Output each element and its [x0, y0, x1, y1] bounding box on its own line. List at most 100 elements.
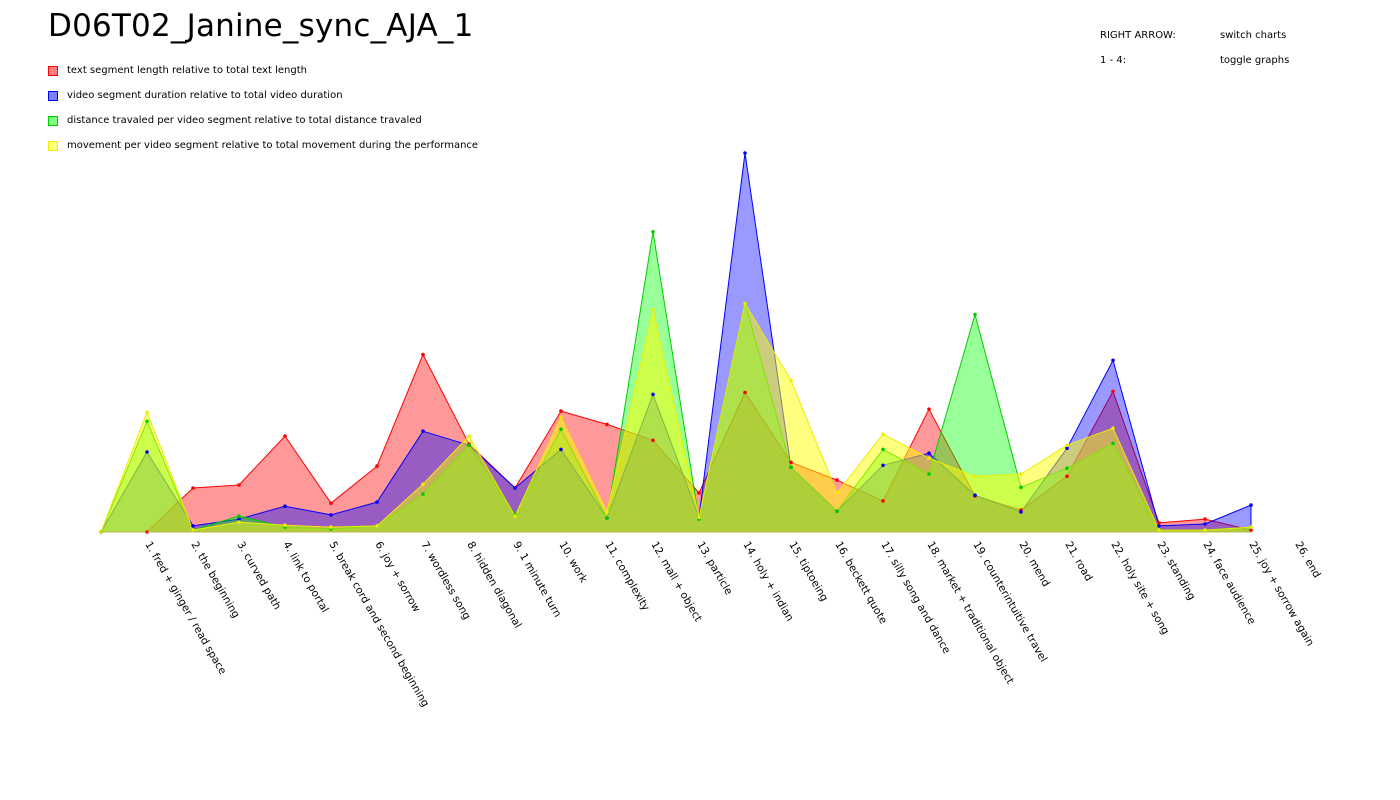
data-point	[1157, 528, 1161, 532]
data-point	[651, 307, 655, 312]
x-tick-label: 2. the beginning	[188, 540, 241, 621]
data-point	[605, 422, 609, 427]
x-tick-label: 23. standing	[1154, 540, 1197, 603]
x-tick-label: 24. face audience	[1200, 540, 1257, 627]
data-point	[789, 378, 793, 383]
data-point	[789, 465, 793, 470]
legend-label: text segment length relative to total te…	[67, 65, 307, 76]
data-point	[1111, 441, 1115, 446]
data-point	[329, 525, 333, 529]
data-point	[1157, 524, 1161, 528]
data-point	[697, 515, 701, 519]
help-row-toggle-graphs: 1 - 4: toggle graphs	[1100, 55, 1350, 80]
data-point	[559, 427, 563, 432]
legend-label: video segment duration relative to total…	[67, 90, 343, 101]
data-point	[145, 410, 149, 415]
data-point	[651, 230, 655, 234]
data-point	[375, 500, 379, 504]
data-point	[1203, 522, 1207, 526]
data-point	[191, 528, 195, 532]
data-point	[513, 514, 517, 518]
help-key: RIGHT ARROW:	[1100, 30, 1176, 41]
series-areas	[100, 152, 1252, 533]
data-point	[145, 419, 149, 424]
data-point	[927, 472, 931, 476]
x-tick-label: 12. mall + object	[648, 540, 704, 624]
help-action: switch charts	[1220, 30, 1287, 41]
data-point	[191, 486, 195, 490]
data-point	[1249, 503, 1253, 507]
data-point	[1065, 474, 1069, 479]
x-tick-label: 11. complexity	[602, 540, 651, 613]
legend-label: movement per video segment relative to t…	[67, 140, 479, 151]
series-points	[99, 151, 1253, 534]
x-tick-label: 5. break cord and second beginning	[326, 540, 431, 710]
data-point	[1065, 443, 1069, 448]
data-point	[743, 151, 747, 155]
data-point	[1203, 517, 1207, 521]
help-key: 1 - 4:	[1100, 55, 1127, 66]
data-point	[1111, 358, 1115, 363]
x-tick-label: 21. road	[1062, 540, 1094, 584]
x-tick-label: 13. particle	[694, 540, 734, 598]
legend-item-video-duration[interactable]: video segment duration relative to total…	[48, 83, 478, 108]
x-tick-label: 20. mend	[1016, 540, 1051, 589]
data-point	[283, 434, 287, 438]
data-point	[559, 415, 563, 420]
data-point	[1249, 528, 1253, 532]
data-point	[237, 520, 241, 524]
data-point	[835, 491, 839, 495]
data-point	[1019, 485, 1023, 490]
data-point	[191, 524, 195, 528]
series-area-4	[100, 303, 1252, 533]
keyboard-help: RIGHT ARROW: switch charts 1 - 4: toggle…	[1100, 30, 1350, 80]
data-point	[1019, 510, 1023, 514]
data-point	[421, 492, 425, 496]
x-tick-label: 4. link to portal	[280, 540, 330, 615]
data-point	[559, 447, 563, 452]
data-point	[237, 514, 241, 518]
data-point	[467, 443, 471, 448]
x-tick-label: 26. end	[1292, 540, 1322, 580]
data-point	[743, 301, 747, 306]
legend-swatch-red	[48, 65, 58, 76]
data-point	[881, 432, 885, 437]
legend-item-movement[interactable]: movement per video segment relative to t…	[48, 133, 478, 158]
x-tick-label: 1. fred + ginger / read space	[142, 540, 228, 677]
legend: text segment length relative to total te…	[48, 58, 478, 158]
data-point	[145, 450, 149, 454]
data-point	[283, 523, 287, 527]
data-point	[605, 516, 609, 520]
data-point	[283, 504, 287, 509]
data-point	[421, 429, 425, 434]
data-point	[651, 392, 655, 397]
data-point	[697, 491, 701, 495]
data-point	[605, 510, 609, 514]
legend-item-text-length[interactable]: text segment length relative to total te…	[48, 58, 478, 83]
data-point	[927, 407, 931, 412]
data-point	[973, 474, 977, 479]
data-point	[513, 486, 517, 490]
data-point	[1111, 389, 1115, 394]
data-point	[881, 463, 885, 468]
data-point	[329, 501, 333, 506]
data-point	[1157, 521, 1161, 525]
legend-swatch-blue	[48, 90, 58, 101]
legend-item-distance[interactable]: distance travaled per video segment rela…	[48, 108, 478, 133]
data-point	[1065, 446, 1069, 451]
data-point	[881, 447, 885, 452]
data-point	[375, 464, 379, 468]
x-tick-label: 6. joy + sorrow	[372, 540, 422, 615]
data-point	[1249, 525, 1253, 529]
data-point	[559, 409, 563, 413]
legend-label: distance travaled per video segment rela…	[67, 115, 422, 126]
data-point	[789, 460, 793, 465]
data-point	[881, 499, 885, 503]
data-point	[1065, 466, 1069, 471]
data-point	[835, 509, 839, 513]
x-tick-label: 14. holy + indian	[740, 540, 795, 624]
data-point	[467, 434, 471, 438]
data-point	[743, 390, 747, 395]
